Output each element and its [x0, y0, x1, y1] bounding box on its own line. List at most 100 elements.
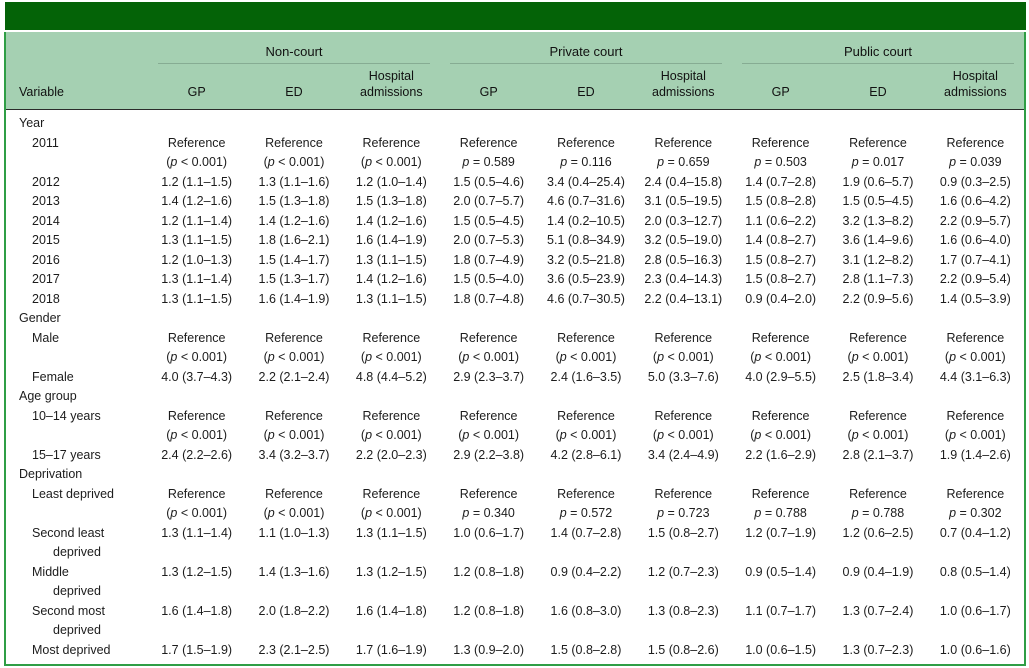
- cell-line: Reference: [362, 330, 421, 345]
- cell-line: 1.3 (1.1–1.5): [161, 291, 233, 306]
- value-cell: 2.2 (0.9–5.4): [927, 270, 1024, 290]
- cell-line: 2.0 (0.7–5.7): [453, 194, 525, 208]
- value-cell: 1.2 (0.7–2.3): [635, 563, 732, 602]
- cell-line: 0.7 (0.4–1.2): [939, 525, 1011, 540]
- value-cell: 1.5 (0.8–2.6): [635, 641, 732, 668]
- value-cell: 2.0 (1.8–2.2): [245, 602, 342, 641]
- cell-line: Reference: [265, 486, 323, 501]
- cell-line: 1.5 (0.5–4.5): [453, 213, 525, 228]
- table-row: 15–17 years 2.4 (2.2–2.6) 3.4 (3.2–3.7) 2.2…: [6, 446, 1024, 466]
- cell-line: 3.2 (0.5–19.0): [644, 233, 723, 247]
- table-row: 2012 1.2 (1.1–1.5) 1.3 (1.1–1.6) 1.2 (1.0–1…: [6, 173, 1024, 193]
- cell-line: 1.4 (0.5–3.9): [939, 291, 1011, 306]
- cell-line: 1.2 (0.7–2.3): [647, 564, 719, 579]
- column-group-label: Non-court: [265, 44, 323, 59]
- value-cell: 1.4 (1.2–1.6): [343, 212, 440, 232]
- value-cell: Reference (p < 0.001): [343, 407, 440, 446]
- cell-line: (p < 0.001): [944, 428, 1006, 442]
- cell-line: 2.9 (2.2–3.8): [453, 447, 525, 462]
- cell-line: (p < 0.001): [847, 350, 909, 364]
- value-cell: 1.6 (0.8–3.0): [537, 602, 634, 641]
- cell-line: 2.2 (2.0–2.3): [355, 447, 427, 462]
- value-cell: 1.5 (0.8–2.7): [732, 270, 829, 290]
- cell-line: 5.1 (0.8–34.9): [547, 233, 625, 247]
- value-cell: 3.4 (0.4–25.4): [537, 173, 634, 193]
- value-cell: Reference p = 0.788: [829, 485, 926, 524]
- value-cell: 1.5 (0.5–4.5): [440, 212, 537, 232]
- cell-line: Reference: [557, 486, 615, 501]
- cell-line: 2.3 (2.1–2.5): [258, 642, 330, 657]
- cell-line: 1.0 (0.6–1.7): [939, 603, 1011, 618]
- cell-line: Reference: [362, 135, 421, 150]
- cell-line: p = 0.340: [462, 506, 515, 520]
- cell-line: Reference: [167, 135, 226, 150]
- cell-line: Reference: [751, 135, 810, 150]
- value-cell: 2.8 (0.5–16.3): [635, 251, 732, 271]
- value-cell: 1.1 (1.0–1.3): [245, 524, 342, 563]
- value-cell: 1.5 (0.5–4.0): [440, 270, 537, 290]
- cell-line: 1.4 (1.2–1.6): [161, 194, 233, 208]
- cell-line: 0.8 (0.5–1.4): [939, 564, 1011, 579]
- cell-line: 1.5 (0.5–4.5): [842, 194, 914, 208]
- value-cell: 4.6 (0.7–31.6): [537, 192, 634, 212]
- value-cell: Reference (p < 0.001): [148, 485, 245, 524]
- cell-line: 1.2 (0.8–1.8): [453, 603, 525, 618]
- value-cell: 1.3 (1.1–1.6): [245, 173, 342, 193]
- cell-line: (p < 0.001): [360, 350, 422, 364]
- value-cell: 4.2 (2.8–6.1): [537, 446, 634, 466]
- value-cell: Reference (p < 0.001): [440, 407, 537, 446]
- value-cell: 3.6 (0.5–23.9): [537, 270, 634, 290]
- value-cell: 1.1 (0.6–2.2): [732, 212, 829, 232]
- value-cell: 1.4 (0.5–3.9): [927, 290, 1024, 310]
- value-cell: 1.5 (0.8–2.8): [732, 192, 829, 212]
- cell-line: 1.6 (1.4–1.9): [258, 291, 330, 306]
- sub-header-hospital-admissions: Hospital admissions: [634, 65, 732, 110]
- value-cell: Reference p = 0.039: [927, 134, 1024, 173]
- cell-line: p = 0.302: [949, 506, 1002, 520]
- value-cell: 1.4 (0.7–2.8): [732, 173, 829, 193]
- sub-header-gp: GP: [731, 65, 830, 110]
- cell-line: Reference: [849, 486, 907, 501]
- cell-line: 2.8 (1.1–7.3): [842, 272, 914, 286]
- value-cell: Reference (p < 0.001): [440, 329, 537, 368]
- cell-line: Reference: [946, 486, 1005, 501]
- table-frame: Non-court Private court Public court Variab…: [4, 32, 1026, 666]
- value-cell: Reference (p < 0.001): [635, 329, 732, 368]
- table-row: 2011 Reference (p < 0.001) Reference (p < 0.…: [6, 134, 1024, 173]
- cell-line: 3.1 (0.5–19.5): [644, 194, 723, 208]
- value-cell: 1.4 (0.7–2.8): [537, 524, 634, 563]
- value-cell: 1.3 (1.1–1.5): [343, 524, 440, 563]
- cell-line: 1.4 (0.7–2.8): [745, 174, 817, 189]
- value-cell: 3.2 (1.3–8.2): [829, 212, 926, 232]
- value-cell: Reference p = 0.788: [732, 485, 829, 524]
- cell-line: Reference: [751, 486, 810, 501]
- cell-line: (p < 0.001): [652, 350, 714, 364]
- cell-line: 2.2 (0.9–5.6): [842, 291, 914, 306]
- cell-line: Reference: [167, 486, 226, 501]
- cell-line: 1.3 (1.1–1.6): [258, 174, 330, 189]
- value-cell: 1.5 (1.3–1.8): [245, 192, 342, 212]
- value-cell: 1.9 (1.4–2.6): [927, 446, 1024, 466]
- cell-line: Reference: [167, 408, 226, 423]
- cell-line: 4.0 (2.9–5.5): [745, 369, 817, 384]
- cell-line: 2.2 (0.9–5.7): [939, 213, 1011, 228]
- cell-line: 4.8 (4.4–5.2): [355, 369, 427, 384]
- value-cell: 2.8 (2.1–3.7): [829, 446, 926, 466]
- cell-line: 1.2 (1.0–1.3): [161, 252, 233, 267]
- table-title-bar: [5, 2, 1026, 30]
- column-group-public-court: Public court: [731, 32, 1024, 65]
- value-cell: 1.8 (0.7–4.8): [440, 290, 537, 310]
- table-row: Second most deprived 1.6 (1.4–1.8) 2.0 (1.8…: [6, 602, 1024, 641]
- value-cell: 0.7 (0.4–1.2): [927, 524, 1024, 563]
- cell-line: 3.6 (1.4–9.6): [842, 233, 914, 247]
- cell-line: 1.9 (0.6–5.7): [842, 174, 914, 189]
- cell-line: 1.4 (0.8–2.7): [745, 233, 817, 247]
- cell-line: 2.0 (1.8–2.2): [258, 603, 330, 618]
- cell-line: 1.5 (0.8–2.7): [745, 272, 817, 286]
- cell-line: Reference: [362, 408, 421, 423]
- value-cell: Reference (p < 0.001): [148, 329, 245, 368]
- row-label: Least deprived: [32, 486, 115, 501]
- cell-line: 1.9 (1.4–2.6): [939, 447, 1011, 462]
- value-cell: 1.3 (1.1–1.5): [343, 251, 440, 271]
- cell-line: 2.8 (2.1–3.7): [842, 447, 914, 462]
